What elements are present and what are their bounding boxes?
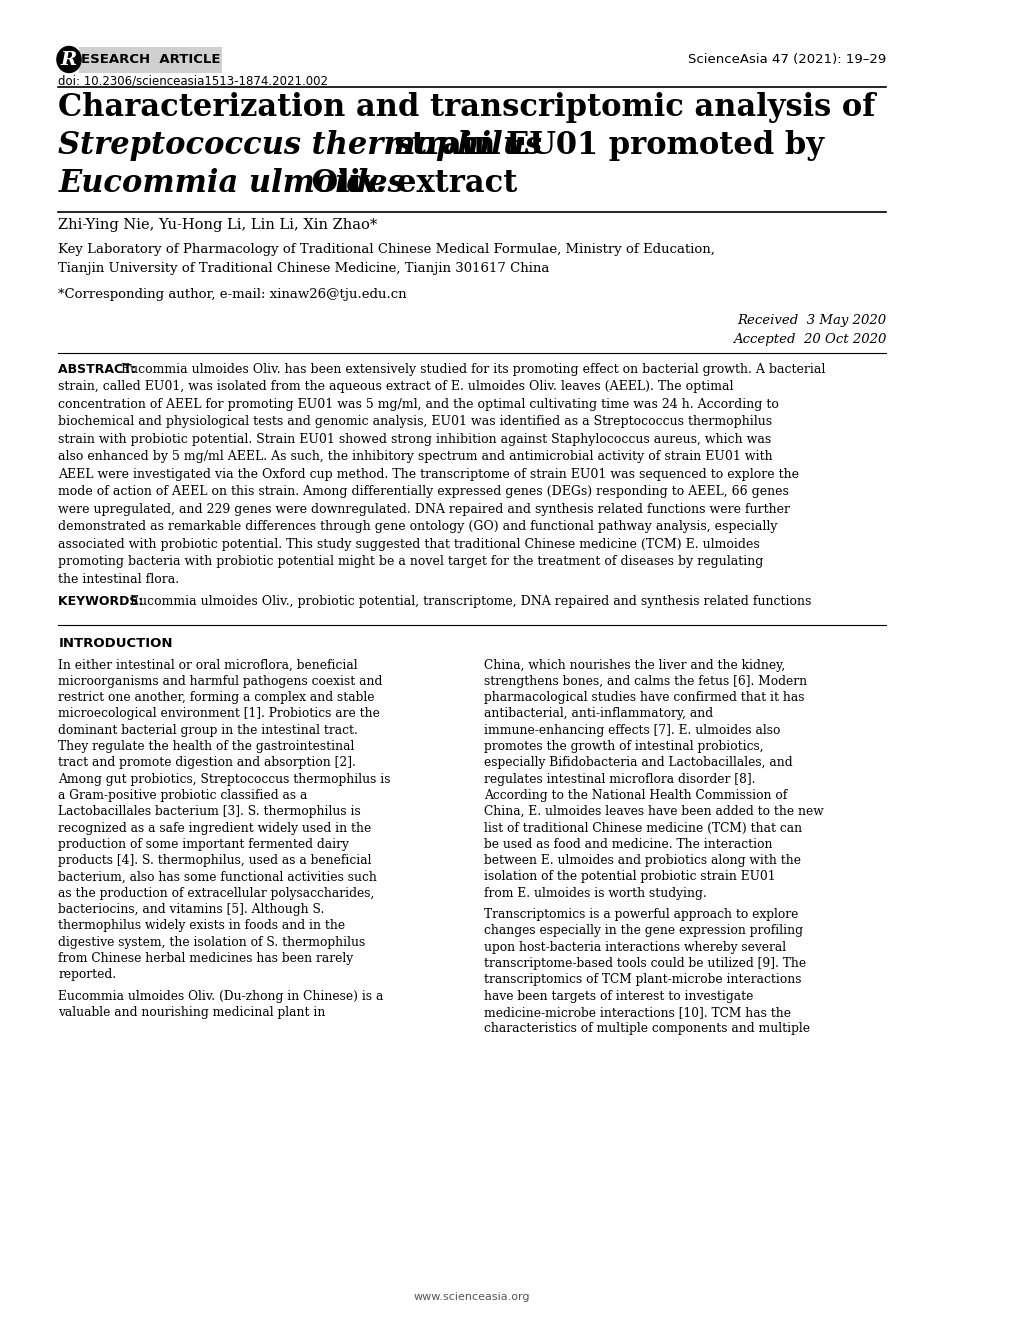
- Text: digestive system, the isolation of S. thermophilus: digestive system, the isolation of S. th…: [58, 936, 365, 949]
- Circle shape: [57, 46, 81, 73]
- Text: Eucommia ulmoides: Eucommia ulmoides: [58, 168, 405, 198]
- Text: pharmacological studies have confirmed that it has: pharmacological studies have confirmed t…: [483, 692, 803, 704]
- Text: be used as food and medicine. The interaction: be used as food and medicine. The intera…: [483, 838, 771, 851]
- Text: changes especially in the gene expression profiling: changes especially in the gene expressio…: [483, 924, 802, 937]
- Text: Oliv. extract: Oliv. extract: [301, 168, 517, 198]
- Text: transcriptome-based tools could be utilized [9]. The: transcriptome-based tools could be utili…: [483, 957, 805, 970]
- Text: doi: 10.2306/scienceasia1513-1874.2021.002: doi: 10.2306/scienceasia1513-1874.2021.0…: [58, 74, 328, 87]
- Text: In either intestinal or oral microflora, beneficial: In either intestinal or oral microflora,…: [58, 659, 358, 672]
- Text: *Corresponding author, e-mail: xinaw26@tju.edu.cn: *Corresponding author, e-mail: xinaw26@t…: [58, 288, 407, 301]
- Text: AEEL were investigated via the Oxford cup method. The transcriptome of strain EU: AEEL were investigated via the Oxford cu…: [58, 467, 799, 480]
- Text: They regulate the health of the gastrointestinal: They regulate the health of the gastroin…: [58, 741, 355, 752]
- Text: ScienceAsia 47 (2021): 19–29: ScienceAsia 47 (2021): 19–29: [687, 53, 886, 66]
- Text: recognized as a safe ingredient widely used in the: recognized as a safe ingredient widely u…: [58, 821, 371, 834]
- Text: China, E. ulmoides leaves have been added to the new: China, E. ulmoides leaves have been adde…: [483, 805, 822, 818]
- Text: tract and promote digestion and absorption [2].: tract and promote digestion and absorpti…: [58, 756, 356, 770]
- Text: medicine-microbe interactions [10]. TCM has the: medicine-microbe interactions [10]. TCM …: [483, 1006, 790, 1019]
- Text: mode of action of AEEL on this strain. Among differentially expressed genes (DEG: mode of action of AEEL on this strain. A…: [58, 484, 789, 498]
- Text: from Chinese herbal medicines has been rarely: from Chinese herbal medicines has been r…: [58, 952, 354, 965]
- Text: restrict one another, forming a complex and stable: restrict one another, forming a complex …: [58, 692, 374, 704]
- Text: ABSTRACT:: ABSTRACT:: [58, 363, 141, 375]
- Text: antibacterial, anti-inflammatory, and: antibacterial, anti-inflammatory, and: [483, 708, 712, 721]
- Text: biochemical and physiological tests and genomic analysis, EU01 was identified as: biochemical and physiological tests and …: [58, 414, 771, 428]
- Text: Among gut probiotics, Streptococcus thermophilus is: Among gut probiotics, Streptococcus ther…: [58, 772, 390, 785]
- Text: especially Bifidobacteria and Lactobacillales, and: especially Bifidobacteria and Lactobacil…: [483, 756, 792, 770]
- Text: Characterization and transcriptomic analysis of: Characterization and transcriptomic anal…: [58, 91, 875, 123]
- Text: demonstrated as remarkable differences through gene ontology (GO) and functional: demonstrated as remarkable differences t…: [58, 520, 777, 533]
- Text: Tianjin University of Traditional Chinese Medicine, Tianjin 301617 China: Tianjin University of Traditional Chines…: [58, 261, 549, 275]
- Text: list of traditional Chinese medicine (TCM) that can: list of traditional Chinese medicine (TC…: [483, 821, 801, 834]
- Text: bacterium, also has some functional activities such: bacterium, also has some functional acti…: [58, 870, 377, 883]
- Text: Received  3 May 2020: Received 3 May 2020: [736, 314, 886, 326]
- Text: KEYWORDS:: KEYWORDS:: [58, 595, 148, 609]
- Text: www.scienceasia.org: www.scienceasia.org: [414, 1292, 530, 1302]
- Text: products [4]. S. thermophilus, used as a beneficial: products [4]. S. thermophilus, used as a…: [58, 854, 372, 867]
- Text: bacteriocins, and vitamins [5]. Although S.: bacteriocins, and vitamins [5]. Although…: [58, 903, 324, 916]
- Text: valuable and nourishing medicinal plant in: valuable and nourishing medicinal plant …: [58, 1006, 325, 1019]
- Text: upon host-bacteria interactions whereby several: upon host-bacteria interactions whereby …: [483, 941, 785, 953]
- Text: the intestinal flora.: the intestinal flora.: [58, 573, 179, 586]
- Text: production of some important fermented dairy: production of some important fermented d…: [58, 838, 348, 851]
- Text: microorganisms and harmful pathogens coexist and: microorganisms and harmful pathogens coe…: [58, 675, 382, 688]
- Text: between E. ulmoides and probiotics along with the: between E. ulmoides and probiotics along…: [483, 854, 800, 867]
- Text: Eucommia ulmoides Oliv., probiotic potential, transcriptome, DNA repaired and sy: Eucommia ulmoides Oliv., probiotic poten…: [129, 595, 810, 609]
- Text: R: R: [61, 50, 77, 69]
- Text: Eucommia ulmoides Oliv. (Du-zhong in Chinese) is a: Eucommia ulmoides Oliv. (Du-zhong in Chi…: [58, 990, 383, 1002]
- Text: were upregulated, and 229 genes were downregulated. DNA repaired and synthesis r: were upregulated, and 229 genes were dow…: [58, 503, 790, 516]
- Text: transcriptomics of TCM plant-microbe interactions: transcriptomics of TCM plant-microbe int…: [483, 973, 801, 986]
- Text: microecological environment [1]. Probiotics are the: microecological environment [1]. Probiot…: [58, 708, 380, 721]
- Text: reported.: reported.: [58, 968, 116, 981]
- Text: associated with probiotic potential. This study suggested that traditional Chine: associated with probiotic potential. Thi…: [58, 537, 759, 550]
- Text: isolation of the potential probiotic strain EU01: isolation of the potential probiotic str…: [483, 870, 774, 883]
- FancyBboxPatch shape: [78, 46, 222, 73]
- Text: have been targets of interest to investigate: have been targets of interest to investi…: [483, 990, 752, 1002]
- Text: thermophilus widely exists in foods and in the: thermophilus widely exists in foods and …: [58, 919, 345, 932]
- Text: strain, called EU01, was isolated from the aqueous extract of E. ulmoides Oliv. : strain, called EU01, was isolated from t…: [58, 380, 733, 393]
- Text: Accepted  20 Oct 2020: Accepted 20 Oct 2020: [732, 333, 886, 346]
- Text: Streptococcus thermophilus: Streptococcus thermophilus: [58, 129, 542, 161]
- Text: concentration of AEEL for promoting EU01 was 5 mg/ml, and the optimal cultivatin: concentration of AEEL for promoting EU01…: [58, 397, 779, 411]
- Text: Lactobacillales bacterium [3]. S. thermophilus is: Lactobacillales bacterium [3]. S. thermo…: [58, 805, 361, 818]
- Text: immune-enhancing effects [7]. E. ulmoides also: immune-enhancing effects [7]. E. ulmoide…: [483, 723, 780, 737]
- Text: strengthens bones, and calms the fetus [6]. Modern: strengthens bones, and calms the fetus […: [483, 675, 806, 688]
- Text: promotes the growth of intestinal probiotics,: promotes the growth of intestinal probio…: [483, 741, 762, 752]
- Text: regulates intestinal microflora disorder [8].: regulates intestinal microflora disorder…: [483, 772, 754, 785]
- Text: Eucommia ulmoides Oliv. has been extensively studied for its promoting effect on: Eucommia ulmoides Oliv. has been extensi…: [121, 363, 824, 375]
- Text: Transcriptomics is a powerful approach to explore: Transcriptomics is a powerful approach t…: [483, 908, 797, 921]
- Text: Key Laboratory of Pharmacology of Traditional Chinese Medical Formulae, Ministry: Key Laboratory of Pharmacology of Tradit…: [58, 243, 714, 256]
- Text: promoting bacteria with probiotic potential might be a novel target for the trea: promoting bacteria with probiotic potent…: [58, 554, 763, 568]
- Text: China, which nourishes the liver and the kidney,: China, which nourishes the liver and the…: [483, 659, 785, 672]
- Text: dominant bacterial group in the intestinal tract.: dominant bacterial group in the intestin…: [58, 723, 358, 737]
- Text: Zhi-Ying Nie, Yu-Hong Li, Lin Li, Xin Zhao*: Zhi-Ying Nie, Yu-Hong Li, Lin Li, Xin Zh…: [58, 218, 377, 231]
- Text: strain with probiotic potential. Strain EU01 showed strong inhibition against St: strain with probiotic potential. Strain …: [58, 433, 770, 446]
- Text: According to the National Health Commission of: According to the National Health Commiss…: [483, 789, 787, 803]
- Text: as the production of extracellular polysaccharides,: as the production of extracellular polys…: [58, 887, 374, 900]
- Text: ESEARCH  ARTICLE: ESEARCH ARTICLE: [82, 53, 221, 66]
- Text: a Gram-positive probiotic classified as a: a Gram-positive probiotic classified as …: [58, 789, 308, 803]
- Text: also enhanced by 5 mg/ml AEEL. As such, the inhibitory spectrum and antimicrobia: also enhanced by 5 mg/ml AEEL. As such, …: [58, 450, 772, 463]
- Text: INTRODUCTION: INTRODUCTION: [58, 636, 172, 649]
- Text: characteristics of multiple components and multiple: characteristics of multiple components a…: [483, 1022, 809, 1035]
- Text: from E. ulmoides is worth studying.: from E. ulmoides is worth studying.: [483, 887, 706, 900]
- Text: strain EU01 promoted by: strain EU01 promoted by: [384, 129, 823, 161]
